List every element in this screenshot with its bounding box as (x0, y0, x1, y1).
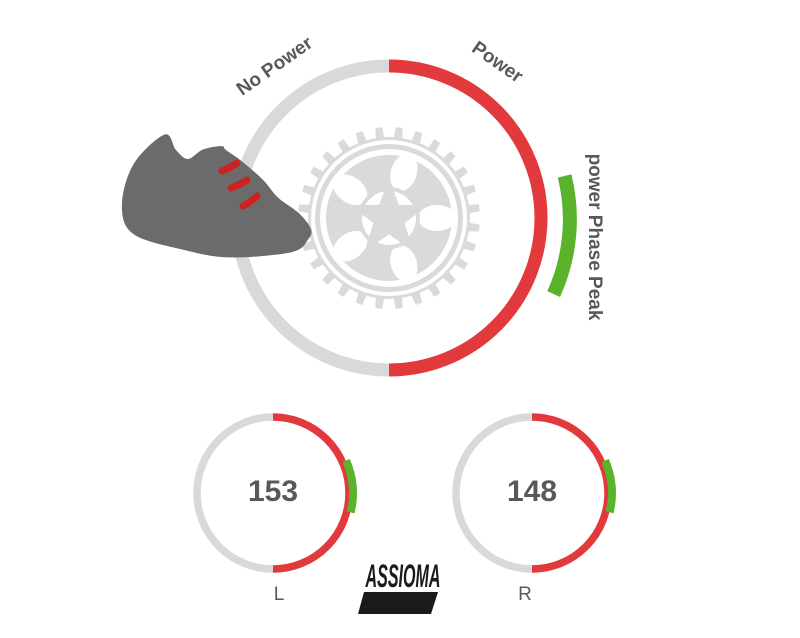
svg-text:153: 153 (248, 475, 298, 508)
svg-text:Power: Power (468, 38, 527, 88)
svg-text:L: L (274, 584, 285, 605)
svg-text:power Phase Peak: power Phase Peak (584, 154, 605, 321)
svg-text:R: R (518, 584, 532, 605)
svg-text:148: 148 (507, 475, 557, 508)
svg-text:ASSIOMA: ASSIOMA (365, 558, 441, 594)
